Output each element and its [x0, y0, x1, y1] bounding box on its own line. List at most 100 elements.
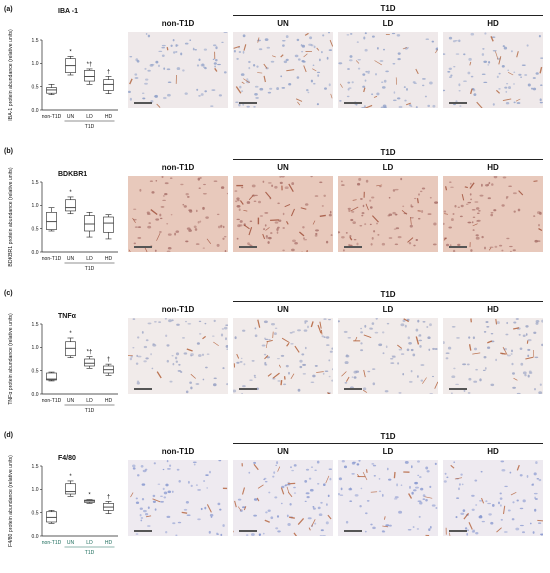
micrograph-ld [338, 32, 438, 108]
box-iqr [66, 200, 76, 211]
column-label-non-t1d: non-T1D [128, 163, 228, 172]
x-tick-label: HD [105, 540, 113, 546]
scale-bar [449, 388, 467, 390]
micrograph-un [233, 176, 333, 252]
chart-container: IBA-1 protein abundance (relative units)… [0, 14, 122, 147]
box-un: * [66, 474, 76, 496]
group-label: T1D [85, 266, 95, 272]
significance-marker: † [107, 357, 110, 363]
box-ld: *† [85, 62, 95, 84]
y-axis-label: BDKBR1 protein abundance (relative units… [8, 167, 14, 266]
y-tick-label: 0.0 [32, 534, 39, 540]
micrograph-non-t1d [128, 318, 228, 394]
group-header: T1D [233, 432, 543, 441]
significance-marker: *† [87, 62, 93, 68]
micrograph-texture [128, 32, 228, 108]
x-tick-label: LD [86, 114, 93, 120]
y-tick-label: 0.0 [32, 108, 39, 114]
box-iqr [47, 212, 57, 229]
micrograph-texture [443, 460, 543, 536]
y-tick-label: 0.5 [32, 84, 39, 90]
x-tick-label: UN [67, 398, 75, 404]
y-tick-label: 1.5 [32, 38, 39, 44]
panel-label: (c) [4, 290, 13, 297]
column-label-un: UN [233, 447, 333, 456]
group-header-rule [233, 159, 543, 160]
significance-marker: *† [87, 350, 93, 356]
column-label-non-t1d: non-T1D [128, 305, 228, 314]
significance-marker: † [107, 69, 110, 75]
micrograph-texture [128, 176, 228, 252]
scale-bar [449, 102, 467, 104]
column-label-un: UN [233, 19, 333, 28]
scale-bar [134, 530, 152, 532]
micrograph-texture [443, 32, 543, 108]
box-un: * [66, 49, 76, 75]
significance-marker: * [69, 190, 72, 196]
micrograph-texture [443, 176, 543, 252]
chart-container: BDKBR1 protein abundance (relative units… [0, 156, 122, 289]
group-header-rule [233, 443, 543, 444]
column-label-ld: LD [338, 19, 438, 28]
micrograph-hd [443, 460, 543, 536]
micrograph-ld [338, 460, 438, 536]
micrograph-texture [443, 318, 543, 394]
micrograph-texture [233, 176, 333, 252]
micrograph-hd [443, 32, 543, 108]
box-non-t1d [47, 510, 57, 523]
scale-bar [344, 388, 362, 390]
micrograph-texture [338, 318, 438, 394]
column-label-non-t1d: non-T1D [128, 19, 228, 28]
box-iqr [104, 80, 114, 91]
x-tick-label: UN [67, 540, 75, 546]
box-hd: † [104, 69, 114, 93]
box-hd: † [104, 494, 114, 513]
scale-bar [239, 102, 257, 104]
group-header-rule [233, 301, 543, 302]
micrograph-non-t1d [128, 32, 228, 108]
box-hd: † [104, 357, 114, 375]
group-label: T1D [85, 550, 95, 556]
column-label-non-t1d: non-T1D [128, 447, 228, 456]
box-iqr [47, 512, 57, 522]
significance-marker: † [107, 494, 110, 500]
box-plot: BDKBR1 protein abundance (relative units… [0, 156, 122, 284]
significance-marker: * [69, 49, 72, 55]
y-tick-label: 1.0 [32, 203, 39, 209]
chart-container: TNFα protein abundance (relative units)0… [0, 298, 122, 431]
y-tick-label: 0.0 [32, 250, 39, 256]
x-tick-label: HD [105, 256, 113, 262]
box-ld [85, 212, 95, 237]
box-iqr [85, 359, 95, 366]
y-axis-label: TNFα protein abundance (relative units) [8, 313, 14, 405]
y-tick-label: 1.5 [32, 180, 39, 186]
scale-bar [239, 388, 257, 390]
column-label-un: UN [233, 305, 333, 314]
y-tick-label: 1.0 [32, 487, 39, 493]
micrograph-texture [128, 460, 228, 536]
significance-marker: * [69, 474, 72, 480]
x-tick-label: UN [67, 114, 75, 120]
column-label-ld: LD [338, 305, 438, 314]
x-tick-label: non-T1D [42, 114, 62, 120]
group-label: T1D [85, 124, 95, 130]
group-label: T1D [85, 408, 95, 414]
x-tick-label: non-T1D [42, 540, 62, 546]
box-plot: F4/80 protein abundance (relative units)… [0, 440, 122, 568]
micrograph-un [233, 318, 333, 394]
y-tick-label: 1.0 [32, 61, 39, 67]
box-plot: IBA-1 protein abundance (relative units)… [0, 14, 122, 142]
column-label-ld: LD [338, 163, 438, 172]
micrograph-ld [338, 318, 438, 394]
y-tick-label: 0.5 [32, 226, 39, 232]
box-iqr [47, 88, 57, 94]
micrograph-texture [338, 460, 438, 536]
significance-marker: * [69, 331, 72, 337]
y-axis-label: IBA-1 protein abundance (relative units) [8, 29, 14, 121]
panel-label: (d) [4, 432, 13, 439]
box-iqr [85, 70, 95, 81]
